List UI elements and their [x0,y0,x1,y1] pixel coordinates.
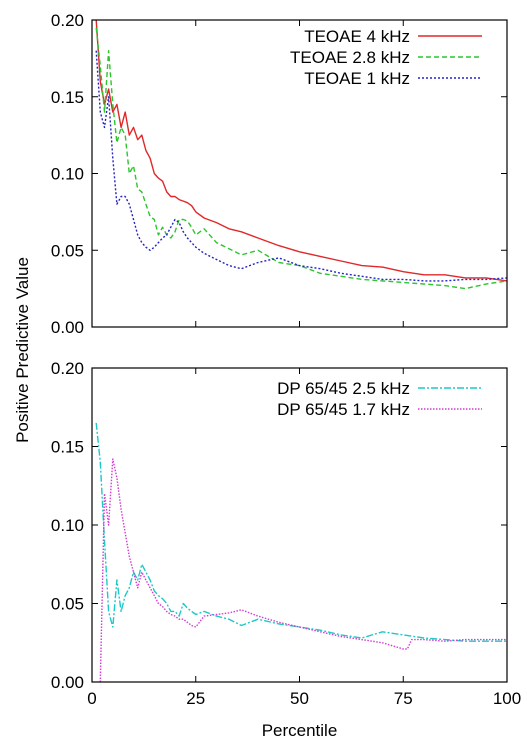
series-lines [95,422,507,682]
x-axis-label: Percentile [262,721,338,740]
y-tick-label: 0.05 [51,595,84,614]
x-tick-label: 75 [394,689,413,708]
y-tick-label: 0.00 [51,318,84,337]
y-tick-label: 0.10 [51,165,84,184]
series-line-2-2 [99,458,507,682]
y-tick-label: 0.15 [51,88,84,107]
series-line-1-2 [95,27,507,290]
y-tick-label: 0.20 [51,11,84,30]
x-tick-label: 50 [290,689,309,708]
series-lines [95,20,507,290]
series-line-1-1 [95,20,507,282]
legend-label: TEOAE 1 kHz [304,69,410,88]
x-tick-label: 100 [493,689,521,708]
y-tick-label: 0.00 [51,673,84,692]
y-tick-label: 0.20 [51,359,84,378]
chart-panel-1: 0.00 0.05 0.10 0.15 0.20 TEOAE 4 kHz TEOAE 2.8… [51,11,508,337]
y-tick-label: 0.05 [51,241,84,260]
legend-label: TEOAE 2.8 kHz [290,48,410,67]
chart-panel-2: 0.00 0.05 0.10 0.15 0.20 0 25 50 75 100 DP 65/45 2… [51,359,521,740]
y-axis-label: Positive Predictive Value [13,257,32,443]
legend-label: TEOAE 4 kHz [304,27,410,46]
x-tick-label: 0 [87,689,96,708]
series-line-1-3 [95,50,507,282]
x-tick-label: 25 [186,689,205,708]
chart-panels: 0.00 0.05 0.10 0.15 0.20 TEOAE 4 kHz TEOAE 2.8… [13,11,521,740]
y-tick-label: 0.15 [51,438,84,457]
legend-label: DP 65/45 1.7 kHz [277,400,410,419]
y-tick-label: 0.10 [51,516,84,535]
legend-label: DP 65/45 2.5 kHz [277,379,410,398]
